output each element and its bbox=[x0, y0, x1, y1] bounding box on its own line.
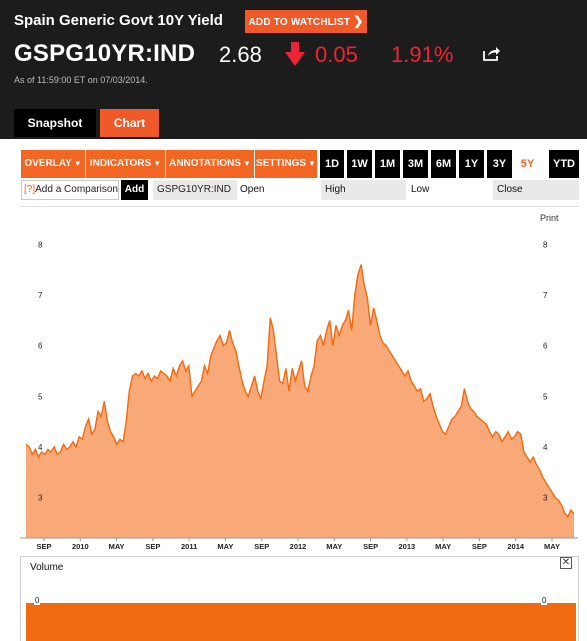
as-of-timestamp: As of 11:59:00 ET on 07/03/2014. bbox=[14, 75, 148, 85]
add-comparison-button[interactable]: Add bbox=[121, 180, 148, 200]
add-to-watchlist-button[interactable]: ADD TO WATCHLIST ❯ bbox=[245, 10, 367, 33]
annotations-menu-label: ANNOTATIONS bbox=[169, 158, 241, 169]
price-change: 0.05 bbox=[315, 42, 358, 67]
high-label: High bbox=[321, 180, 406, 200]
as-of-prefix: As of 11:59:00 ET on bbox=[14, 75, 101, 85]
range-3m[interactable]: 3M bbox=[403, 150, 428, 178]
tab-chart[interactable]: Chart bbox=[100, 109, 159, 137]
compare-row: [?]Add a Comparison Add GSPG10YR:IND Ope… bbox=[21, 180, 579, 200]
price-chart-panel bbox=[20, 206, 579, 556]
volume-axis-left: 0 bbox=[34, 596, 41, 605]
share-icon[interactable] bbox=[483, 45, 501, 61]
ticker-symbol: GSPG10YR:IND bbox=[14, 40, 196, 67]
caret-down-icon: ▼ bbox=[242, 159, 251, 168]
indicators-menu-label: INDICATORS bbox=[89, 158, 152, 169]
volume-axis-right: 0 bbox=[541, 596, 548, 605]
range-6m[interactable]: 6M bbox=[431, 150, 456, 178]
close-icon[interactable]: ✕ bbox=[560, 557, 572, 569]
settings-menu[interactable]: SETTINGS ▼ bbox=[255, 150, 317, 178]
volume-label: Volume bbox=[30, 562, 64, 573]
low-label: Low bbox=[411, 184, 430, 195]
current-symbol: GSPG10YR:IND bbox=[153, 180, 237, 200]
price-change-percent: 1.91% bbox=[391, 42, 454, 67]
caret-down-icon: ▼ bbox=[73, 159, 82, 168]
close-label: Close bbox=[493, 180, 579, 200]
quote-name: Spain Generic Govt 10Y Yield bbox=[14, 12, 223, 29]
range-3y[interactable]: 3Y bbox=[487, 150, 512, 178]
chevron-right-icon: ❯ bbox=[353, 14, 364, 28]
range-1w[interactable]: 1W bbox=[347, 150, 372, 178]
settings-menu-label: SETTINGS bbox=[256, 158, 307, 169]
comparison-placeholder: Add a Comparison bbox=[35, 184, 118, 195]
overlay-menu-label: OVERLAY bbox=[24, 158, 72, 169]
caret-down-icon: ▼ bbox=[153, 159, 162, 168]
arrow-down-icon bbox=[285, 42, 305, 66]
range-1d[interactable]: 1D bbox=[320, 150, 344, 178]
annotations-menu[interactable]: ANNOTATIONS ▼ bbox=[166, 150, 254, 178]
print-link[interactable]: Print bbox=[540, 213, 559, 223]
comparison-input[interactable]: [?]Add a Comparison bbox=[21, 180, 119, 200]
add-to-watchlist-label: ADD TO WATCHLIST bbox=[248, 17, 351, 28]
range-5y[interactable]: 5Y bbox=[515, 150, 540, 178]
last-price: 2.68 bbox=[219, 42, 262, 67]
caret-down-icon: ▼ bbox=[308, 159, 316, 168]
open-label: Open bbox=[240, 184, 265, 195]
range-1m[interactable]: 1M bbox=[375, 150, 400, 178]
indicators-menu[interactable]: INDICATORS ▼ bbox=[86, 150, 165, 178]
range-1y[interactable]: 1Y bbox=[459, 150, 484, 178]
tab-snapshot[interactable]: Snapshot bbox=[14, 109, 96, 137]
overlay-menu[interactable]: OVERLAY ▼ bbox=[21, 150, 85, 178]
range-ytd[interactable]: YTD bbox=[549, 150, 579, 178]
chart-toolbar: OVERLAY ▼ INDICATORS ▼ ANNOTATIONS ▼ SETTIN… bbox=[21, 150, 579, 178]
volume-bars bbox=[26, 603, 576, 641]
help-icon[interactable]: [?] bbox=[24, 184, 36, 195]
quote-header: Spain Generic Govt 10Y Yield ADD TO WATC… bbox=[0, 0, 587, 139]
as-of-date: 07/03/2014. bbox=[100, 75, 148, 85]
